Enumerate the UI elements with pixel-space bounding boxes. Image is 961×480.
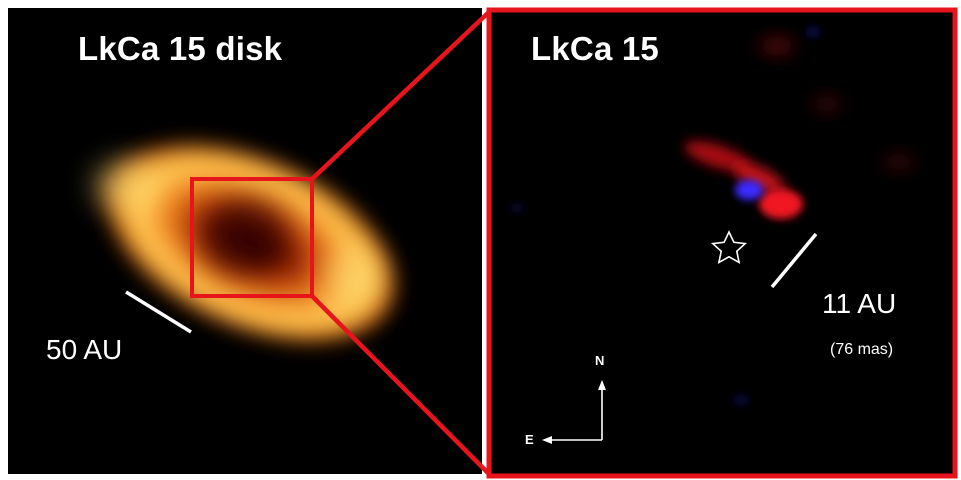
red-emission-arc [684, 141, 803, 219]
scale-label-50au: 50 AU [46, 334, 123, 365]
zoom-region-box [190, 177, 314, 298]
faint-emission [813, 95, 841, 113]
faint-emission [511, 203, 523, 213]
faint-emission [805, 26, 821, 38]
faint-emission [883, 153, 915, 171]
scale-label-11au: 11 AU [822, 288, 897, 319]
faint-emission [733, 394, 749, 406]
disk-image [94, 139, 402, 347]
scale-bar-50au [125, 290, 192, 334]
zoomed-image [511, 26, 915, 444]
faint-emission [759, 36, 795, 56]
zoomed-image-panel: LkCa 15 11 AU (76 mas) N E [487, 8, 955, 474]
scale-bar-11au [770, 232, 818, 289]
compass-east-label: E [525, 432, 534, 447]
compass-north-label: N [595, 353, 605, 368]
zoom-title: LkCa 15 [531, 30, 659, 67]
compass-arrows [542, 380, 606, 444]
star-outline-icon [710, 230, 748, 264]
scale-sublabel-mas: (76 mas) [830, 341, 894, 358]
blue-emission [735, 180, 763, 200]
disk-title: LkCa 15 disk [78, 30, 283, 67]
disk-image-panel: LkCa 15 disk 50 AU [8, 8, 482, 474]
